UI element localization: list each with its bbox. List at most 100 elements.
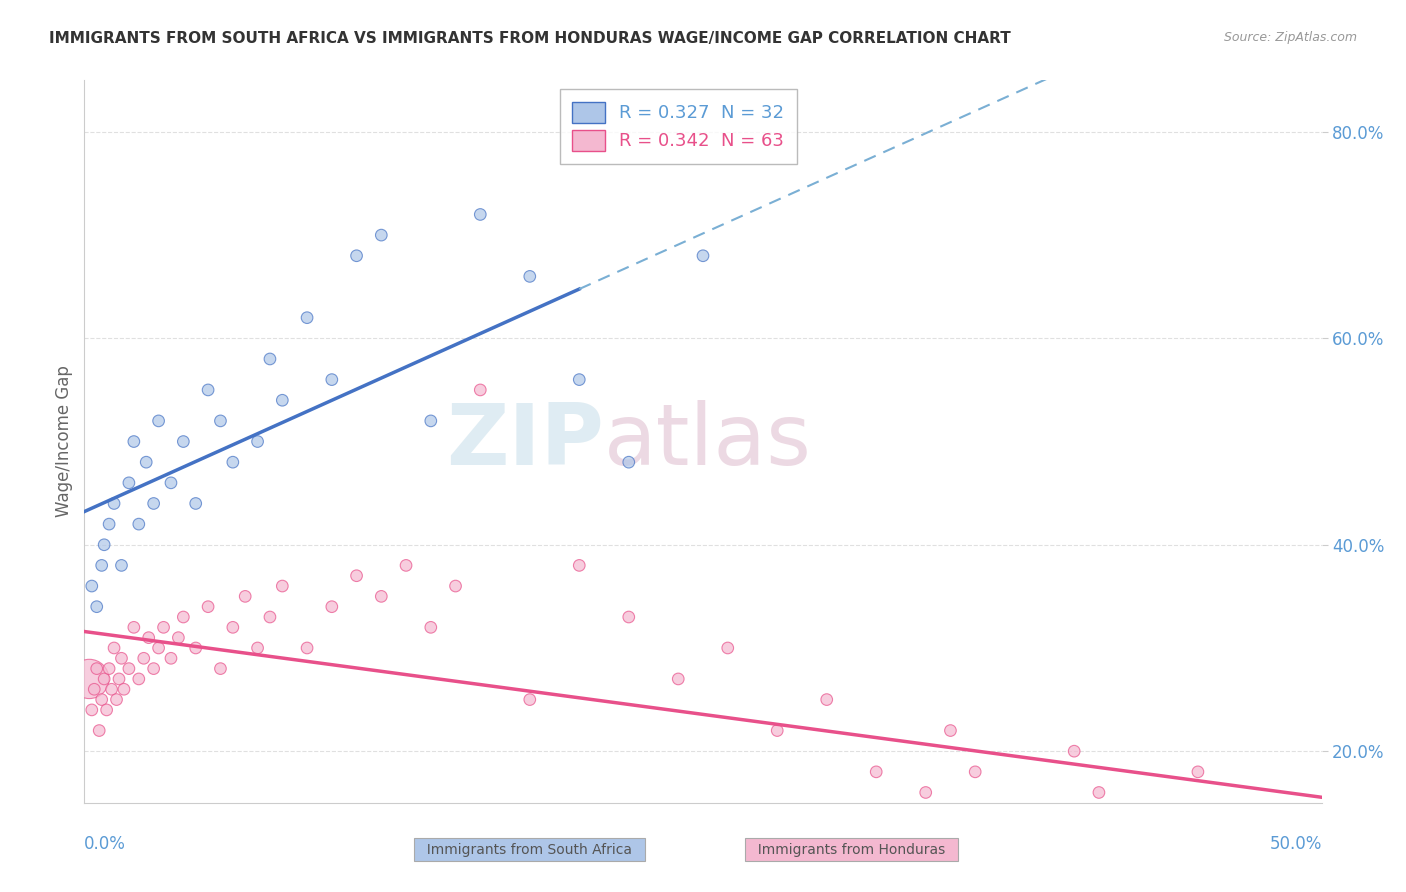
Point <box>80 579 103 593</box>
Point <box>321 599 343 614</box>
Point <box>167 631 190 645</box>
Text: Immigrants from Honduras: Immigrants from Honduras <box>749 843 955 856</box>
Point <box>90 558 112 573</box>
Point <box>259 351 281 366</box>
Point <box>209 662 232 676</box>
Point <box>128 672 150 686</box>
Point <box>965 764 987 779</box>
Text: Source: ZipAtlas.com: Source: ZipAtlas.com <box>1223 31 1357 45</box>
Point <box>112 682 135 697</box>
Point <box>988 806 1011 821</box>
Point <box>346 249 368 263</box>
Point <box>692 249 714 263</box>
Point <box>666 672 689 686</box>
Point <box>122 434 145 449</box>
Point <box>444 579 467 593</box>
Point <box>617 610 640 624</box>
Point <box>568 373 591 387</box>
Point <box>103 640 125 655</box>
Point <box>1014 827 1036 841</box>
Text: IMMIGRANTS FROM SOUTH AFRICA VS IMMIGRANTS FROM HONDURAS WAGE/INCOME GAP CORRELA: IMMIGRANTS FROM SOUTH AFRICA VS IMMIGRAN… <box>49 31 1011 46</box>
Point <box>1112 806 1135 821</box>
Point <box>110 651 132 665</box>
Point <box>138 631 160 645</box>
Point <box>246 640 269 655</box>
Point <box>1063 744 1085 758</box>
Point <box>419 620 441 634</box>
Point <box>184 496 207 510</box>
Point <box>197 383 219 397</box>
Point <box>86 599 108 614</box>
Point <box>148 640 170 655</box>
Point <box>128 517 150 532</box>
Point <box>470 383 492 397</box>
Point <box>93 538 115 552</box>
Point <box>83 682 105 697</box>
Point <box>370 590 392 604</box>
Point <box>142 662 165 676</box>
Point <box>321 373 343 387</box>
Point <box>519 692 541 706</box>
Text: ZIP: ZIP <box>446 400 605 483</box>
Point <box>98 517 121 532</box>
Point <box>1088 785 1111 799</box>
Point <box>110 558 132 573</box>
Point <box>1187 764 1209 779</box>
Point <box>222 455 245 469</box>
Point <box>519 269 541 284</box>
Point <box>90 692 112 706</box>
Point <box>271 579 294 593</box>
Point <box>1261 827 1284 841</box>
Point <box>100 682 122 697</box>
Point <box>419 414 441 428</box>
Text: Immigrants from South Africa: Immigrants from South Africa <box>419 843 641 856</box>
Point <box>1212 806 1234 821</box>
Point <box>105 692 128 706</box>
Point <box>470 207 492 221</box>
Point <box>79 672 101 686</box>
Point <box>914 785 936 799</box>
Point <box>295 640 318 655</box>
Point <box>209 414 232 428</box>
Point <box>1038 847 1060 862</box>
Point <box>148 414 170 428</box>
Point <box>108 672 131 686</box>
Point <box>222 620 245 634</box>
Point <box>939 723 962 738</box>
Point <box>815 692 838 706</box>
Point <box>132 651 155 665</box>
Point <box>122 620 145 634</box>
Point <box>118 662 141 676</box>
Point <box>93 672 115 686</box>
Y-axis label: Wage/Income Gap: Wage/Income Gap <box>55 366 73 517</box>
Point <box>86 662 108 676</box>
Point <box>160 651 183 665</box>
Point <box>259 610 281 624</box>
Point <box>172 434 194 449</box>
Point <box>197 599 219 614</box>
Point <box>233 590 256 604</box>
Text: atlas: atlas <box>605 400 813 483</box>
Point <box>1161 827 1184 841</box>
Point <box>135 455 157 469</box>
Point <box>160 475 183 490</box>
Point <box>103 496 125 510</box>
Point <box>395 558 418 573</box>
Point <box>96 703 118 717</box>
Point <box>346 568 368 582</box>
Point <box>617 455 640 469</box>
Point <box>118 475 141 490</box>
Point <box>172 610 194 624</box>
Point <box>766 723 789 738</box>
Point <box>142 496 165 510</box>
Point <box>98 662 121 676</box>
Point <box>271 393 294 408</box>
Point <box>295 310 318 325</box>
Point <box>568 558 591 573</box>
Legend: R = 0.327  N = 32, R = 0.342  N = 63: R = 0.327 N = 32, R = 0.342 N = 63 <box>560 89 797 163</box>
Point <box>152 620 174 634</box>
Text: 50.0%: 50.0% <box>1270 835 1322 854</box>
Point <box>717 640 740 655</box>
Point <box>184 640 207 655</box>
Point <box>865 764 887 779</box>
